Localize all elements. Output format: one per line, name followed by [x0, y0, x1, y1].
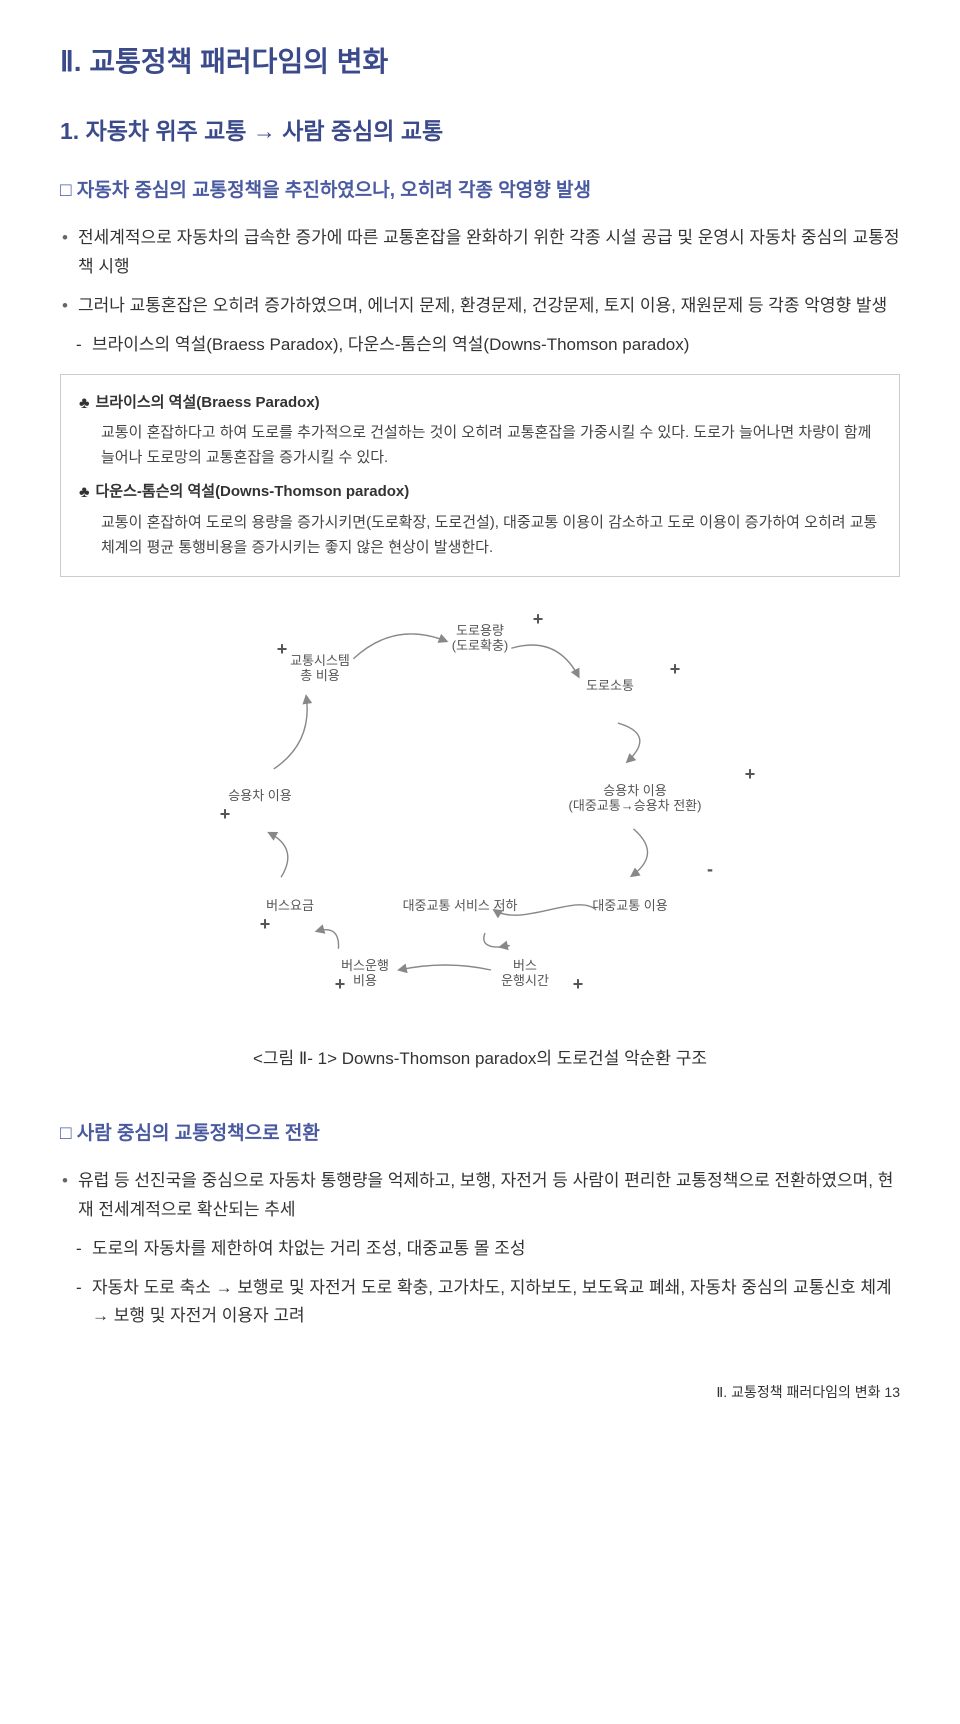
- svg-text:교통시스템총 비용: 교통시스템총 비용: [290, 653, 350, 683]
- bullet-item: 그러나 교통혼잡은 오히려 증가하였으며, 에너지 문제, 환경문제, 건강문제…: [60, 292, 900, 321]
- svg-text:도로소통: 도로소통: [586, 678, 634, 693]
- section2-heading: □ 사람 중심의 교통정책으로 전환: [60, 1119, 900, 1149]
- clover-icon: ♣: [79, 391, 90, 417]
- section1-heading: □ 자동차 중심의 교통정책을 추진하였으나, 오히려 각종 악영향 발생: [60, 176, 900, 206]
- callout-body: 교통이 혼잡하여 도로의 용량을 증가시키면(도로확장, 도로건설), 대중교통…: [79, 511, 881, 561]
- svg-text:+: +: [277, 639, 288, 659]
- svg-text:승용차 이용(대중교통→승용차 전환): 승용차 이용(대중교통→승용차 전환): [569, 783, 702, 813]
- downs-thomson-diagram: 도로용량(도로확충)+교통시스템총 비용+도로소통+승용차 이용+승용차 이용(…: [170, 595, 790, 1035]
- callout-body: 교통이 혼잡하다고 하여 도로를 추가적으로 건설하는 것이 오히려 교통혼잡을…: [79, 421, 881, 471]
- bullet-item: 유럽 등 선진국을 중심으로 자동차 통행량을 억제하고, 보행, 자전거 등 …: [60, 1167, 900, 1225]
- section-subtitle: 1. 자동차 위주 교통 → 사람 중심의 교통: [60, 113, 900, 150]
- svg-text:+: +: [573, 974, 584, 994]
- dash-item: 자동차 도로 축소 → 보행로 및 자전거 도로 확충, 고가차도, 지하보도,…: [60, 1274, 900, 1332]
- svg-text:+: +: [220, 804, 231, 824]
- svg-text:+: +: [335, 974, 346, 994]
- svg-text:-: -: [707, 859, 713, 879]
- svg-text:+: +: [745, 764, 756, 784]
- svg-text:승용차 이용: 승용차 이용: [228, 788, 291, 803]
- callout-heading: ♣ 브라이스의 역설(Braess Paradox): [79, 391, 881, 417]
- svg-text:대중교통 이용: 대중교통 이용: [592, 898, 667, 913]
- bullet-item: 전세계적으로 자동차의 급속한 증가에 따른 교통혼잡을 완화하기 위한 각종 …: [60, 224, 900, 282]
- dash-item: 도로의 자동차를 제한하여 차없는 거리 조성, 대중교통 몰 조성: [60, 1235, 900, 1264]
- svg-text:+: +: [533, 609, 544, 629]
- clover-icon: ♣: [79, 480, 90, 506]
- svg-text:버스요금: 버스요금: [266, 898, 314, 913]
- dash-item: 브라이스의 역설(Braess Paradox), 다운스-톰슨의 역설(Dow…: [60, 331, 900, 360]
- diagram-caption: <그림 Ⅱ- 1> Downs-Thomson paradox의 도로건설 악순…: [60, 1045, 900, 1072]
- svg-text:버스운행시간: 버스운행시간: [501, 958, 549, 988]
- svg-text:버스운행비용: 버스운행비용: [341, 958, 389, 988]
- page-footer: Ⅱ. 교통정책 패러다임의 변화 13: [60, 1381, 900, 1403]
- svg-text:대중교통 서비스 저하: 대중교통 서비스 저하: [403, 898, 518, 913]
- callout-heading: ♣ 다운스-톰슨의 역설(Downs-Thomson paradox): [79, 480, 881, 506]
- paradox-callout: ♣ 브라이스의 역설(Braess Paradox) 교통이 혼잡하다고 하여 …: [60, 374, 900, 578]
- svg-text:+: +: [670, 659, 681, 679]
- chapter-title: Ⅱ. 교통정책 패러다임의 변화: [60, 40, 900, 85]
- svg-text:+: +: [260, 914, 271, 934]
- callout-heading-text: 다운스-톰슨의 역설(Downs-Thomson paradox): [96, 480, 410, 505]
- callout-heading-text: 브라이스의 역설(Braess Paradox): [96, 391, 320, 416]
- diagram-container: 도로용량(도로확충)+교통시스템총 비용+도로소통+승용차 이용+승용차 이용(…: [60, 595, 900, 1035]
- svg-text:도로용량(도로확충): 도로용량(도로확충): [452, 623, 509, 653]
